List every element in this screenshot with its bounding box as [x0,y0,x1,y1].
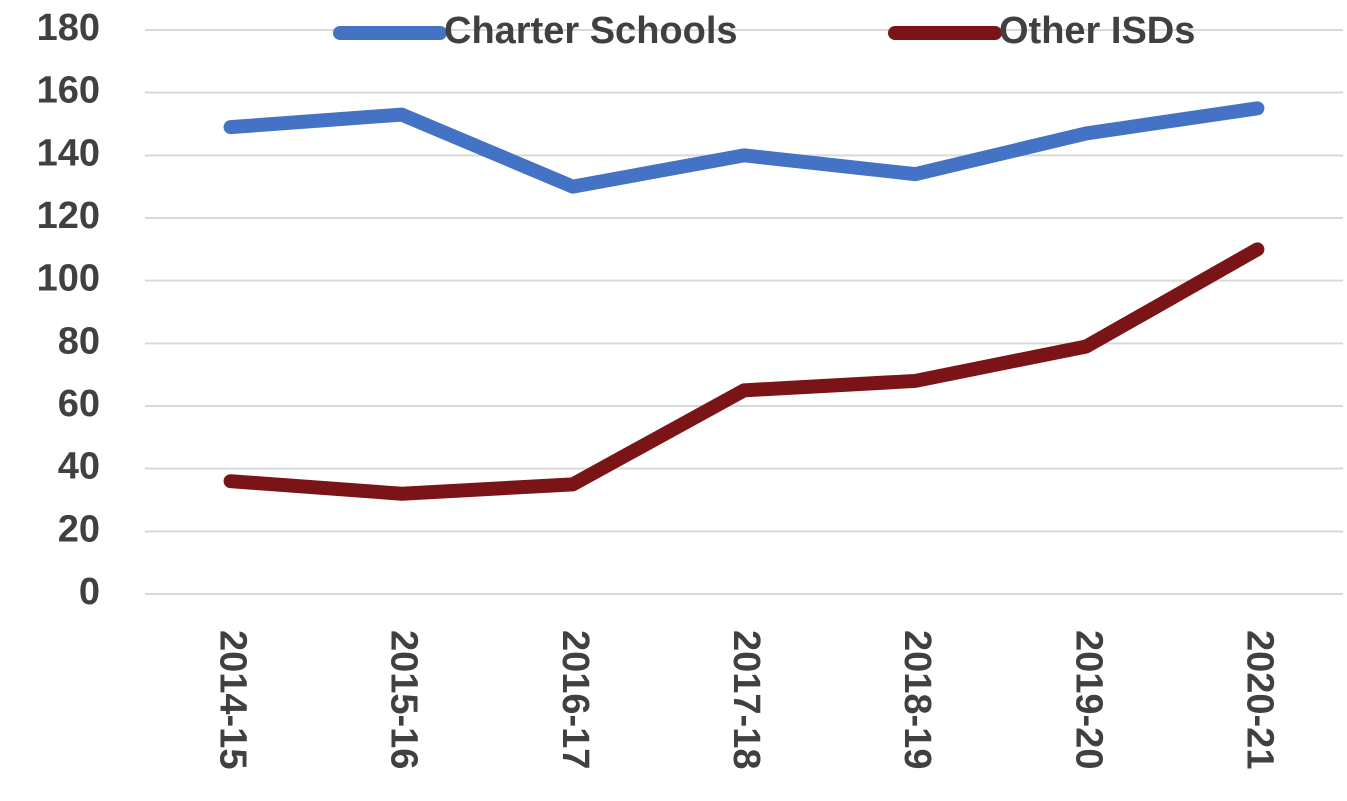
x-tick-label: 2016-17 [554,630,596,769]
y-tick-label: 120 [37,195,100,237]
x-tick-label: 2017-18 [725,630,767,769]
y-tick-label: 160 [37,70,100,112]
y-tick-label: 0 [79,571,100,613]
y-tick-label: 20 [58,508,100,550]
y-tick-label: 180 [37,7,100,49]
x-tick-label: 2018-19 [896,630,938,769]
legend-label: Other ISDs [999,10,1195,52]
line-series [223,242,1265,501]
line-series [223,101,1265,194]
y-tick-label: 100 [37,258,100,300]
y-tick-label: 80 [58,320,100,362]
x-tick-label: 2019-20 [1067,630,1109,769]
x-tick-label: 2015-16 [383,630,425,769]
x-tick-label: 2014-15 [212,630,254,769]
y-tick-label: 60 [58,383,100,425]
y-tick-label: 140 [37,132,100,174]
legend-label: Charter Schools [444,10,738,52]
x-tick-label: 2020-21 [1238,630,1280,769]
y-tick-label: 40 [58,446,100,488]
